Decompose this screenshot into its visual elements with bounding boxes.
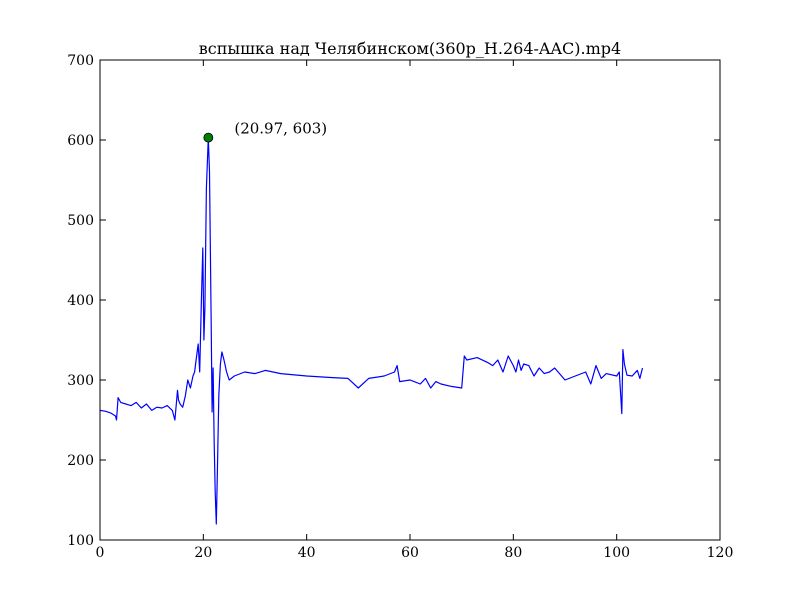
axes-frame: [99, 59, 721, 541]
series-line-0: [100, 137, 644, 525]
y-tick-label: 600: [67, 133, 94, 149]
y-tick-label: 300: [67, 373, 94, 389]
chart-title: вспышка над Челябинском(360p_H.264-AAC).…: [199, 39, 621, 58]
x-tick-label: 20: [194, 545, 212, 561]
x-tick-label: 0: [96, 545, 105, 561]
peak-annotation: (20.97, 603): [234, 120, 327, 138]
peak-marker: [203, 132, 214, 143]
plot-area: (20.97, 603): [100, 120, 644, 525]
y-tick-label: 500: [67, 213, 94, 229]
x-tick-label: 120: [707, 545, 734, 561]
axes: 0 20 40 60 80 100 120 100 200 300 400 500 600 700: [67, 53, 733, 561]
y-tick-label: 100: [67, 533, 94, 549]
x-tick-label: 40: [298, 545, 316, 561]
x-tick-label: 80: [504, 545, 522, 561]
y-tick-label: 200: [67, 453, 94, 469]
x-tick-label: 100: [603, 545, 630, 561]
x-tick-label: 60: [401, 545, 419, 561]
y-tick-label: 700: [67, 53, 94, 69]
y-tick-label: 400: [67, 293, 94, 309]
